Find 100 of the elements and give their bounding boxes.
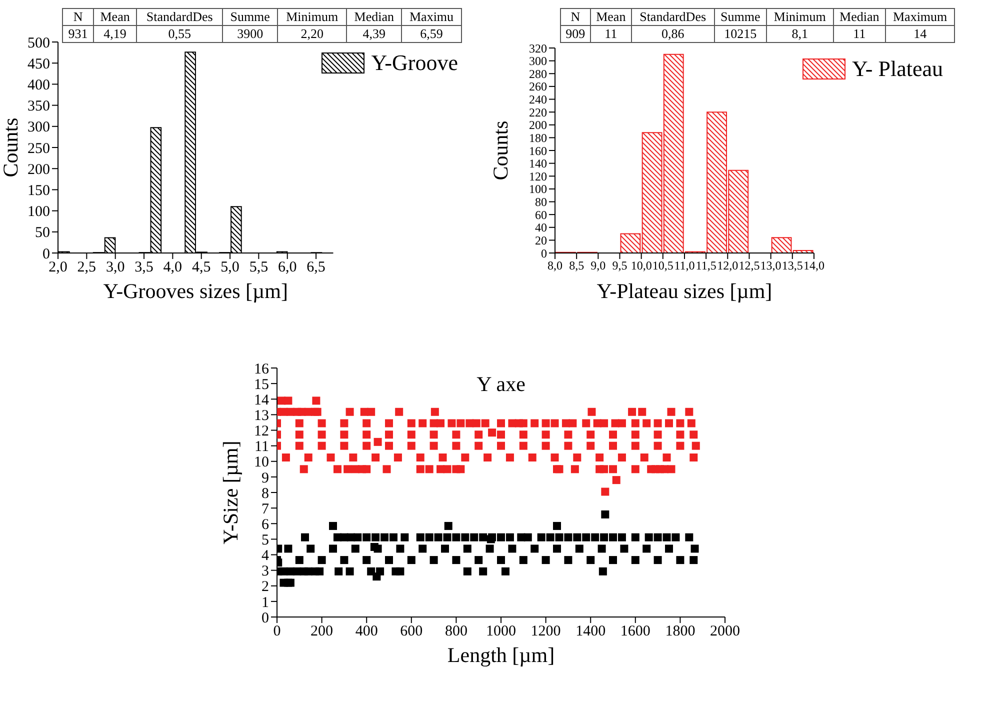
x-tick-label: 9,5 xyxy=(612,258,628,273)
y-tick-label: 100 xyxy=(529,182,547,196)
x-tick-label: 12,5 xyxy=(738,258,760,273)
y-axis-title: Counts xyxy=(488,120,512,180)
text: 0,86 xyxy=(632,26,714,42)
text: Minimum xyxy=(278,8,347,26)
x-tick-label: 10,5 xyxy=(652,258,674,273)
x-tick-label: 1600 xyxy=(620,624,650,640)
y-tick-label: 15 xyxy=(254,376,269,393)
x-tick-label: 8,0 xyxy=(548,258,562,273)
x-tick-label: 400 xyxy=(355,624,378,640)
y-tick-label: 13 xyxy=(254,408,269,424)
text: Minimum xyxy=(766,8,834,26)
y-tick-label: 11 xyxy=(254,439,269,456)
x-tick-label: 6,0 xyxy=(278,260,297,276)
y-tick-label: 500 xyxy=(28,35,50,52)
x-axis-title: Y-Plateau sizes [µm] xyxy=(596,279,772,303)
chart-title: Y axe xyxy=(476,372,526,397)
text: 931 xyxy=(62,26,94,42)
x-tick-label: 13,5 xyxy=(782,258,803,273)
y-tick-label: 3 xyxy=(262,564,269,580)
text: Summe xyxy=(222,8,278,26)
y-tick-label: 80 xyxy=(535,195,547,210)
x-tick-label: 10,0 xyxy=(630,258,652,273)
y-tick-label: 300 xyxy=(529,54,547,68)
y-tick-label: 40 xyxy=(535,220,547,235)
text: Mean xyxy=(94,8,137,26)
y-tick-label: 140 xyxy=(529,156,547,171)
y-tick-label: 2 xyxy=(262,579,269,596)
y-tick-label: 260 xyxy=(529,80,547,94)
text: 8,1 xyxy=(766,26,834,42)
y-tick-label: 300 xyxy=(28,120,50,136)
y-tick-label: 7 xyxy=(262,501,270,518)
x-tick-label: 1200 xyxy=(530,624,561,640)
text: Summe xyxy=(714,8,767,26)
y-tick-label: 0 xyxy=(541,246,547,260)
text: Median xyxy=(346,8,402,26)
x-tick-label: 4,5 xyxy=(192,260,211,276)
x-axis-title: Y-Grooves sizes [µm] xyxy=(103,279,288,303)
x-tick-label: 4,0 xyxy=(163,260,182,276)
text: Mean xyxy=(590,8,632,26)
x-tick-label: 5,5 xyxy=(249,260,268,276)
y-tick-label: 10 xyxy=(254,454,269,471)
x-tick-label: 3,5 xyxy=(134,260,154,276)
x-axis-title: Length [µm] xyxy=(447,643,555,667)
text: 11 xyxy=(833,26,886,42)
y-tick-label: 12 xyxy=(254,424,269,440)
x-tick-label: 1000 xyxy=(486,624,516,640)
x-tick-label: 9,0 xyxy=(590,258,606,273)
text: 3900 xyxy=(222,26,278,42)
text: 11 xyxy=(590,26,632,42)
y-axis-title: Y-Size [µm] xyxy=(218,440,242,544)
y-tick-label: 200 xyxy=(529,118,547,132)
x-tick-label: 2000 xyxy=(710,624,740,640)
x-tick-label: 3,0 xyxy=(106,260,125,276)
text: 909 xyxy=(560,26,590,42)
y-tick-label: 200 xyxy=(28,162,50,178)
y-tick-label: 8 xyxy=(262,486,269,502)
text: N xyxy=(560,8,590,26)
x-tick-label: 6,5 xyxy=(306,260,326,276)
x-tick-label: 800 xyxy=(444,624,468,640)
x-tick-label: 0 xyxy=(273,624,281,640)
x-tick-label: 2,0 xyxy=(48,260,68,276)
y-tick-label: 160 xyxy=(529,144,547,158)
x-tick-label: 13,0 xyxy=(760,258,782,273)
text: Median xyxy=(833,8,886,26)
text: Maximum xyxy=(886,8,954,26)
y-tick-label: 9 xyxy=(262,470,269,486)
text: 2,20 xyxy=(278,26,347,42)
text: StandardDes xyxy=(136,8,223,26)
y-tick-label: 1 xyxy=(262,594,269,611)
y-tick-label: 20 xyxy=(535,233,547,248)
y-tick-label: 400 xyxy=(28,78,50,94)
y-tick-label: 0 xyxy=(42,246,50,262)
y-tick-label: 220 xyxy=(529,105,547,120)
x-tick-label: 11,5 xyxy=(696,258,716,273)
y-tick-label: 100 xyxy=(28,204,50,220)
x-tick-label: 5,0 xyxy=(220,260,240,276)
y-tick-label: 16 xyxy=(254,361,270,378)
y-tick-label: 450 xyxy=(28,56,50,72)
text: Maximu xyxy=(402,8,462,26)
y-tick-label: 14 xyxy=(254,392,270,408)
y-tick-label: 5 xyxy=(262,532,269,549)
x-tick-label: 2,5 xyxy=(77,260,96,276)
x-tick-label: 11,0 xyxy=(674,258,695,273)
y-tick-label: 280 xyxy=(529,66,547,81)
text: 0,55 xyxy=(136,26,223,42)
text: 14 xyxy=(886,26,954,42)
x-tick-label: 1400 xyxy=(576,624,606,640)
text: 10215 xyxy=(714,26,767,42)
y-tick-label: 0 xyxy=(262,610,269,626)
x-tick-label: 14,0 xyxy=(803,258,824,273)
text: N xyxy=(62,8,94,26)
text: StandardDes xyxy=(632,8,714,26)
legend-label: Y-Groove xyxy=(371,50,458,76)
y-tick-label: 120 xyxy=(529,169,547,184)
text: 6,59 xyxy=(402,26,462,42)
y-tick-label: 6 xyxy=(262,516,270,533)
y-tick-label: 240 xyxy=(529,92,547,107)
y-tick-label: 150 xyxy=(28,183,50,200)
